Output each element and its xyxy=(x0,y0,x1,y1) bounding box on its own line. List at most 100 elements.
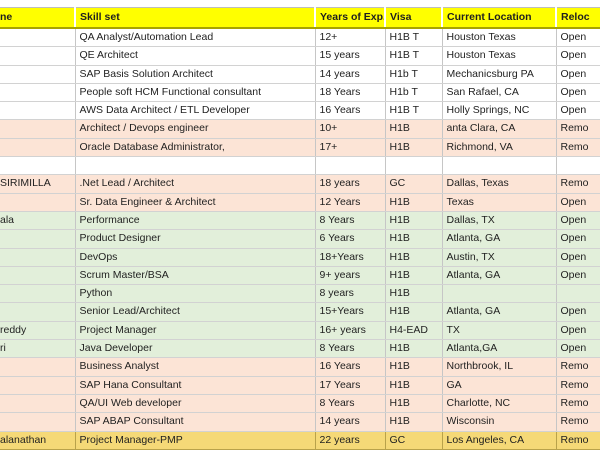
cell-relocation[interactable]: Remo xyxy=(555,375,600,395)
cell-visa[interactable]: H1B xyxy=(384,210,443,231)
cell-years-of-exp[interactable]: 17 Years xyxy=(314,375,386,395)
cell-name[interactable] xyxy=(0,357,76,377)
cell-current-location[interactable]: Dallas, Texas xyxy=(441,174,557,194)
cell-relocation[interactable]: Open xyxy=(555,210,600,231)
cell-relocation[interactable]: Open xyxy=(555,192,600,212)
cell-skill-set[interactable]: .Net Lead / Architect xyxy=(74,174,316,194)
cell-name[interactable]: reddy xyxy=(0,320,76,341)
cell-years-of-exp[interactable]: 12+ xyxy=(314,27,386,48)
cell-years-of-exp[interactable]: 8 years xyxy=(314,284,386,304)
column-header-current-location[interactable]: Current Location xyxy=(441,7,557,29)
cell-visa[interactable]: H1B T xyxy=(384,101,443,121)
cell-skill-set[interactable]: SAP Hana Consultant xyxy=(74,375,316,395)
cell-visa[interactable]: H1B T xyxy=(384,27,443,48)
cell-skill-set[interactable]: AWS Data Architect / ETL Developer xyxy=(74,101,316,121)
cell-relocation[interactable]: Open xyxy=(555,247,600,267)
cell-name[interactable] xyxy=(0,247,76,267)
cell-years-of-exp[interactable]: 15 years xyxy=(314,46,386,66)
cell-relocation[interactable]: Open xyxy=(555,82,600,103)
cell-current-location[interactable]: Austin, TX xyxy=(441,247,557,267)
cell-current-location[interactable]: Dallas, TX xyxy=(441,210,557,231)
cell-visa[interactable] xyxy=(384,156,443,176)
cell-visa[interactable]: H1B xyxy=(384,339,443,359)
cell-skill-set[interactable] xyxy=(74,156,316,176)
cell-skill-set[interactable]: People soft HCM Functional consultant xyxy=(74,82,316,103)
cell-years-of-exp[interactable] xyxy=(314,156,386,176)
cell-years-of-exp[interactable]: 12 Years xyxy=(314,192,386,212)
cell-relocation[interactable]: Remo xyxy=(555,357,600,377)
cell-visa[interactable]: H1B xyxy=(384,284,443,304)
cell-skill-set[interactable]: Performance xyxy=(74,210,316,231)
cell-relocation[interactable]: Open xyxy=(555,229,600,249)
cell-current-location[interactable] xyxy=(441,284,557,304)
cell-skill-set[interactable]: Senior Lead/Architect xyxy=(74,302,316,322)
cell-years-of-exp[interactable]: 14 years xyxy=(314,64,386,84)
cell-current-location[interactable]: Richmond, VA xyxy=(441,137,557,158)
cell-name[interactable] xyxy=(0,412,76,432)
cell-skill-set[interactable]: SAP Basis Solution Architect xyxy=(74,64,316,84)
cell-relocation[interactable] xyxy=(555,156,600,176)
cell-skill-set[interactable]: Sr. Data Engineer & Architect xyxy=(74,192,316,212)
cell-relocation[interactable]: Open xyxy=(555,27,600,48)
cell-years-of-exp[interactable]: 16 Years xyxy=(314,101,386,121)
cell-name[interactable]: ala xyxy=(0,210,76,231)
cell-name[interactable] xyxy=(0,375,76,395)
cell-visa[interactable]: H1B xyxy=(384,137,443,158)
cell-name[interactable] xyxy=(0,229,76,249)
cell-years-of-exp[interactable]: 9+ years xyxy=(314,265,386,286)
cell-current-location[interactable]: GA xyxy=(441,375,557,395)
cell-relocation[interactable]: Open xyxy=(555,101,600,121)
cell-name[interactable] xyxy=(0,27,76,48)
cell-current-location[interactable]: Houston Texas xyxy=(441,27,557,48)
cell-skill-set[interactable]: DevOps xyxy=(74,247,316,267)
cell-visa[interactable]: H1B xyxy=(384,192,443,212)
cell-name[interactable] xyxy=(0,192,76,212)
cell-skill-set[interactable]: Product Designer xyxy=(74,229,316,249)
cell-years-of-exp[interactable]: 17+ xyxy=(314,137,386,158)
cell-name[interactable]: alanathan xyxy=(0,430,76,450)
cell-current-location[interactable]: San Rafael, CA xyxy=(441,82,557,103)
cell-current-location[interactable]: Northbrook, IL xyxy=(441,357,557,377)
cell-years-of-exp[interactable]: 16+ years xyxy=(314,320,386,341)
cell-years-of-exp[interactable]: 8 Years xyxy=(314,210,386,231)
cell-skill-set[interactable]: Python xyxy=(74,284,316,304)
cell-years-of-exp[interactable]: 15+Years xyxy=(314,302,386,322)
cell-relocation[interactable]: Remo xyxy=(555,137,600,158)
cell-current-location[interactable] xyxy=(441,156,557,176)
cell-years-of-exp[interactable]: 16 Years xyxy=(314,357,386,377)
cell-visa[interactable]: H1B xyxy=(384,119,443,139)
cell-relocation[interactable]: Open xyxy=(555,46,600,66)
cell-visa[interactable]: H1b T xyxy=(384,82,443,103)
cell-visa[interactable]: H1B xyxy=(384,393,443,414)
cell-name[interactable] xyxy=(0,119,76,139)
cell-skill-set[interactable]: Project Manager-PMP xyxy=(74,430,316,450)
cell-visa[interactable]: H1B xyxy=(384,247,443,267)
cell-name[interactable] xyxy=(0,46,76,66)
cell-current-location[interactable]: Los Angeles, CA xyxy=(441,430,557,450)
cell-current-location[interactable]: Texas xyxy=(441,192,557,212)
cell-relocation[interactable]: Open xyxy=(555,339,600,359)
cell-name[interactable] xyxy=(0,64,76,84)
cell-years-of-exp[interactable]: 22 years xyxy=(314,430,386,450)
cell-skill-set[interactable]: Java Developer xyxy=(74,339,316,359)
cell-years-of-exp[interactable]: 18 years xyxy=(314,174,386,194)
cell-relocation[interactable]: Remo xyxy=(555,412,600,432)
cell-name[interactable] xyxy=(0,101,76,121)
cell-years-of-exp[interactable]: 18+Years xyxy=(314,247,386,267)
cell-relocation[interactable]: Remo xyxy=(555,393,600,414)
cell-current-location[interactable]: Houston Texas xyxy=(441,46,557,66)
cell-current-location[interactable]: Wisconsin xyxy=(441,412,557,432)
cell-visa[interactable]: H1B xyxy=(384,412,443,432)
cell-visa[interactable]: H1b T xyxy=(384,64,443,84)
cell-skill-set[interactable]: QE Architect xyxy=(74,46,316,66)
cell-visa[interactable]: H1B xyxy=(384,302,443,322)
cell-name[interactable] xyxy=(0,137,76,158)
cell-relocation[interactable]: Remo xyxy=(555,119,600,139)
cell-skill-set[interactable]: Oracle Database Administrator, xyxy=(74,137,316,158)
cell-relocation[interactable]: Open xyxy=(555,265,600,286)
column-header-visa[interactable]: Visa xyxy=(384,7,443,29)
cell-relocation[interactable]: Remo xyxy=(555,430,600,450)
cell-relocation[interactable]: Open xyxy=(555,302,600,322)
cell-skill-set[interactable]: Scrum Master/BSA xyxy=(74,265,316,286)
cell-years-of-exp[interactable]: 8 Years xyxy=(314,339,386,359)
